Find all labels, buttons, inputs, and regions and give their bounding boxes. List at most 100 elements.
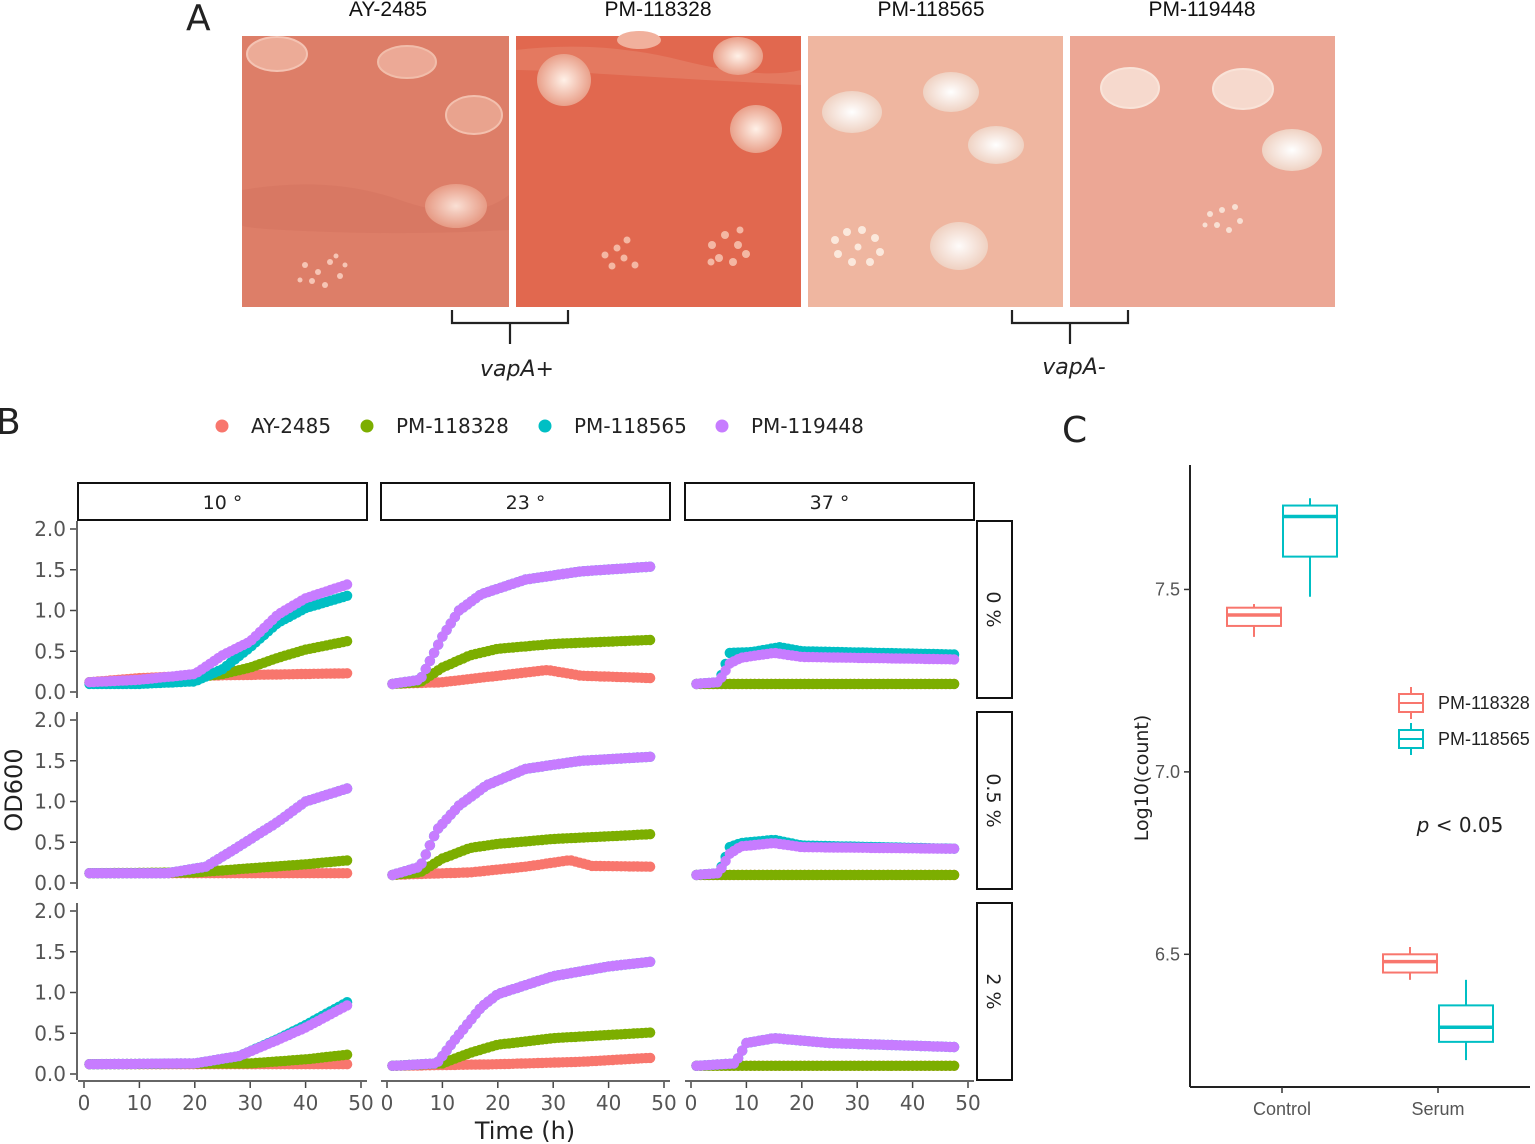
data-point: [424, 655, 436, 667]
y-tick-label: 0.5: [34, 1021, 66, 1045]
panel-c: C 6.57.07.5 Control Serum PM-118328PM-118…: [1062, 410, 1530, 1119]
facet-strip-label: 23 °: [506, 492, 546, 514]
data-point: [644, 751, 656, 762]
y-tick-label: 6.5: [1155, 944, 1180, 964]
x-tick-label: 30: [844, 1091, 869, 1115]
data-point: [420, 663, 431, 675]
x-tick-label: 40: [293, 1091, 318, 1115]
x-tick-label: 20: [789, 1091, 814, 1115]
series-pm-119448: [387, 956, 656, 1072]
plate-ay-2485: AY-2485: [241, 0, 509, 307]
x-tick-label: 50: [955, 1091, 980, 1115]
colony-spot: [730, 105, 782, 153]
facet-panel: [387, 561, 656, 690]
colony-dots: [601, 226, 750, 270]
x-tick-label: Serum: [1411, 1099, 1464, 1119]
data-point: [433, 639, 444, 650]
data-point: [644, 672, 656, 684]
series-pm-118328: [691, 678, 960, 690]
y-tick-label: 2.0: [34, 517, 66, 541]
colony-spot: [1262, 129, 1322, 171]
y-axis-title: Log10(count): [1131, 715, 1153, 842]
legend-label: PM-119448: [751, 414, 864, 438]
data-point: [428, 830, 440, 842]
colony-spot: [617, 31, 661, 49]
colony-spot: [1212, 68, 1274, 110]
series-pm-118328: [387, 634, 656, 690]
facet-panel: [387, 956, 656, 1072]
data-point: [644, 1027, 656, 1038]
box-plots: [1226, 498, 1494, 1061]
panel-a: A AY-2485 PM-118328: [186, 0, 1335, 382]
plate-pm-119448: PM-119448: [1070, 0, 1335, 307]
data-point: [341, 579, 353, 590]
series-pm-119448: [387, 561, 656, 690]
facet-strip-row: [976, 711, 1013, 890]
y-tick-label: 7.5: [1155, 579, 1180, 599]
x-tick-label: 0: [78, 1091, 91, 1115]
group-label-vapa-pos: vapA+: [480, 357, 554, 382]
x-tick-label: 30: [237, 1091, 262, 1115]
y-tick-label: 1.0: [34, 981, 66, 1005]
facet-panel: [691, 834, 960, 881]
facet-panel: [84, 997, 353, 1070]
series-pm-119448: [84, 1000, 353, 1070]
legend-marker: [538, 419, 552, 433]
legend-marker: [715, 419, 729, 433]
facet-strip-label: 2 %: [982, 973, 1004, 1009]
plate-pm-118328: PM-118328: [516, 0, 801, 307]
data-point: [948, 869, 960, 881]
plate-pm-118565: PM-118565: [808, 0, 1063, 307]
box-pm-118565-serum: [1438, 979, 1494, 1061]
legend-label: PM-118328: [1438, 693, 1530, 713]
panel-c-letter: C: [1062, 410, 1087, 451]
y-tick-label: 2.0: [34, 899, 66, 923]
data-point: [424, 840, 436, 851]
facet-panel: [691, 642, 960, 690]
plate-image: [242, 36, 509, 307]
colony-spot: [246, 36, 308, 72]
y-tick-label: 0.5: [34, 639, 66, 663]
data-point: [341, 868, 353, 879]
legend: PM-118328 PM-118565: [1398, 687, 1530, 755]
series-pm-118328: [691, 869, 960, 881]
x-tick-label: 30: [540, 1091, 565, 1115]
y-tick-label: 1.0: [34, 599, 66, 623]
box-pm-118328-serum: [1382, 947, 1438, 980]
facet-panel: [84, 579, 353, 690]
data-point: [948, 843, 960, 854]
data-point: [341, 1059, 353, 1070]
box-iqr: [1226, 606, 1282, 627]
y-axis-ticks: 6.5 7.0 7.5: [1155, 579, 1190, 964]
legend-marker: [215, 419, 229, 433]
y-tick-label: 0.0: [34, 1062, 66, 1086]
data-point: [644, 561, 656, 572]
data-point: [416, 671, 427, 683]
data-point: [644, 861, 656, 872]
y-tick-label: 1.0: [34, 790, 66, 814]
y-tick-label: 7.0: [1155, 762, 1180, 782]
colony-spot: [713, 37, 763, 75]
data-point: [341, 1049, 353, 1060]
series-pm-119448: [84, 579, 353, 688]
facet-strip-label: 0 %: [982, 591, 1004, 627]
y-tick-label: 0.0: [34, 871, 66, 895]
data-point: [948, 678, 960, 690]
panel-b-letter: B: [0, 402, 21, 443]
data-point: [416, 858, 427, 869]
facet-strip-row: [976, 902, 1013, 1081]
legend-label: AY-2485: [251, 414, 331, 438]
y-tick-label: 1.5: [34, 940, 66, 964]
plate-title-ay-2485: AY-2485: [349, 0, 427, 21]
colony-spot: [377, 45, 437, 79]
series-pm-119448: [691, 647, 960, 690]
panel-a-letter: A: [186, 0, 211, 39]
data-point: [341, 855, 353, 866]
plate-title-pm-119448: PM-119448: [1148, 0, 1255, 21]
x-tick-label: 0: [685, 1091, 698, 1115]
x-tick-label: 50: [348, 1091, 373, 1115]
legend-label: PM-118565: [574, 414, 687, 438]
data-point: [732, 1053, 744, 1064]
data-point: [341, 590, 353, 601]
group-label-vapa-neg: vapA-: [1042, 355, 1106, 380]
